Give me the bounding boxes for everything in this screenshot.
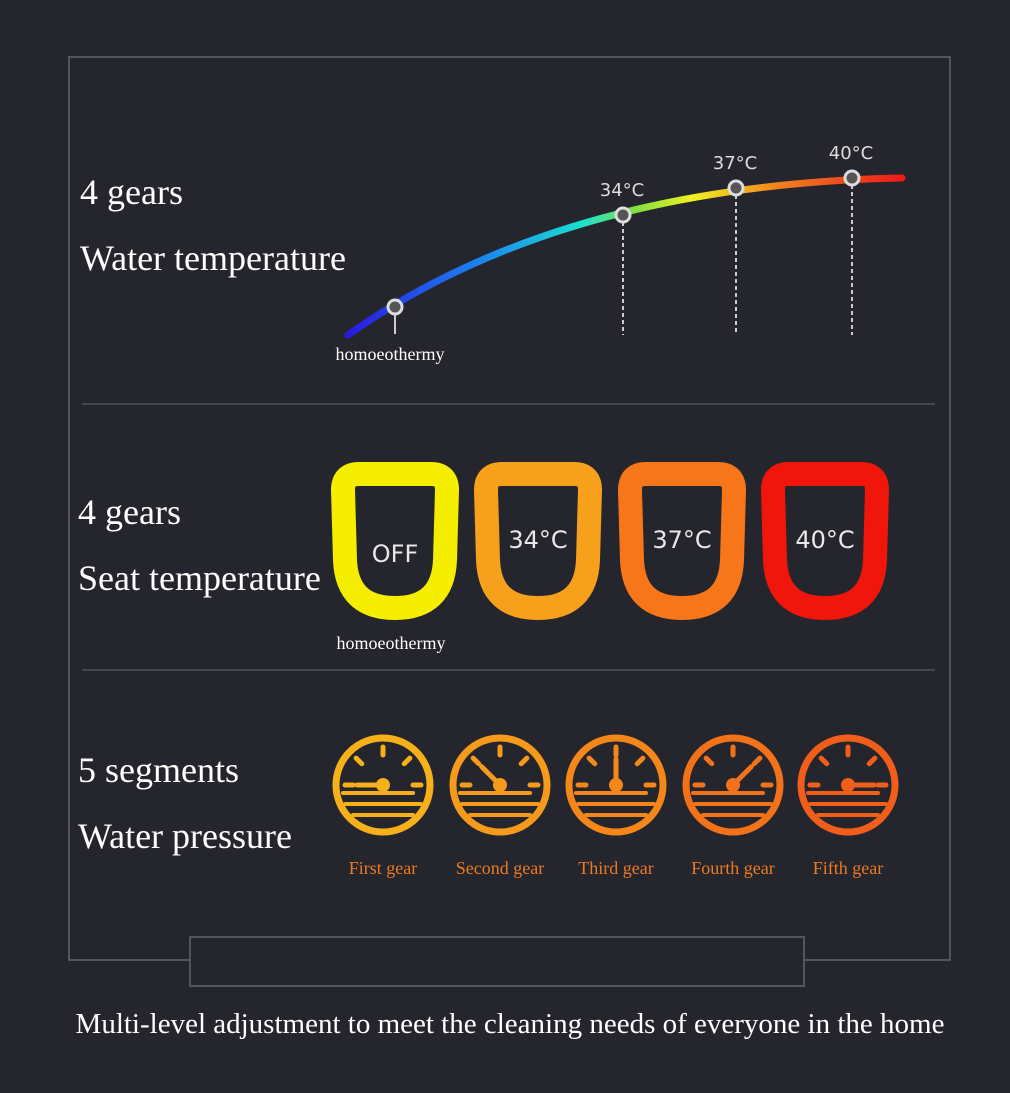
gauge-tick (866, 755, 878, 767)
caption: homoeothermy (337, 633, 446, 653)
gauge-tick (703, 755, 715, 767)
gauge-hub (726, 778, 740, 792)
gauge-hub (841, 778, 855, 792)
gauge-hub (493, 778, 507, 792)
gauge-hub (376, 778, 390, 792)
section-title: 5 segments (78, 750, 239, 790)
gauge-tick (634, 755, 646, 767)
seat-label: OFF (372, 540, 419, 568)
level-label: 37°C (713, 153, 757, 174)
gauge-tick (401, 755, 413, 767)
level-label: 40°C (829, 143, 873, 164)
gear-label: Second gear (456, 858, 544, 878)
seat-label: 37°C (652, 526, 711, 554)
section-title: 4 gears (78, 492, 181, 532)
gauge-tick (818, 755, 830, 767)
marker (614, 206, 632, 224)
section-subtitle: Water temperature (80, 238, 346, 278)
seat-icon (474, 462, 602, 620)
gauge-ring (565, 734, 667, 836)
seat-label: 40°C (795, 526, 854, 554)
gauge-ring (682, 734, 784, 836)
temperature-curve (344, 174, 906, 339)
gauge-tick (470, 755, 482, 767)
footer-box (189, 936, 805, 987)
section-title: 4 gears (80, 172, 183, 212)
footer-text: Multi-level adjustment to meet the clean… (76, 1008, 945, 1040)
section-subtitle: Seat temperature (78, 558, 321, 598)
marker (843, 169, 861, 187)
gear-label: Fourth gear (691, 858, 774, 878)
marker (386, 298, 404, 316)
section-subtitle: Water pressure (78, 816, 292, 856)
seat-icon (618, 462, 746, 620)
gear-label: Fifth gear (813, 858, 883, 878)
seat-icon (331, 462, 459, 620)
gear-label: First gear (349, 858, 417, 878)
gauge-ring (332, 734, 434, 836)
level-label: 34°C (600, 180, 644, 201)
gear-label: Third gear (578, 858, 653, 878)
marker (727, 179, 745, 197)
gauge-ring (797, 734, 899, 836)
start-label: homoeothermy (336, 344, 445, 364)
gauge-ring (449, 734, 551, 836)
gauge-tick (751, 755, 763, 767)
seat-label: 34°C (508, 526, 567, 554)
gauge-tick (353, 755, 365, 767)
gauge-tick (586, 755, 598, 767)
seat-icon (761, 462, 889, 620)
gauge-hub (609, 778, 623, 792)
gauge-tick (518, 755, 530, 767)
